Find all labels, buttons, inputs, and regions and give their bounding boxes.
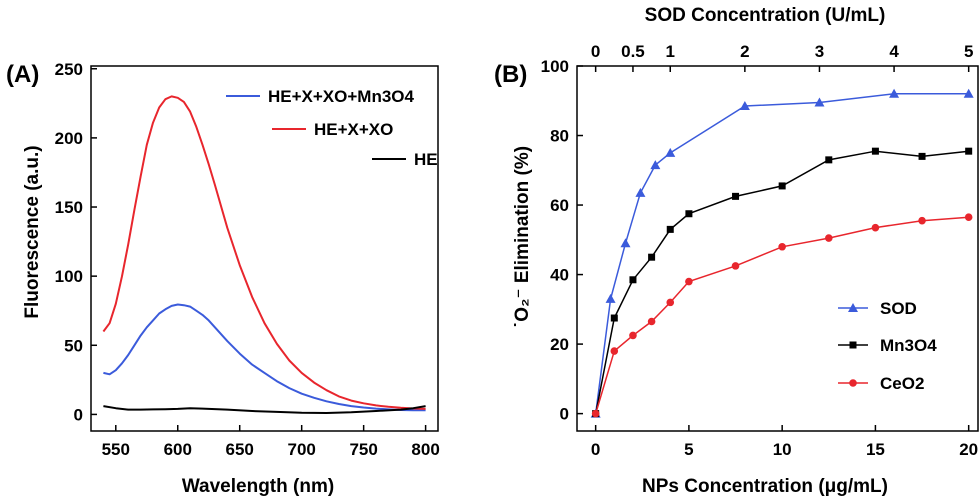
data-point-mn3o4 [918,152,926,160]
data-point-sod [605,293,616,303]
panel-a-y-tick-label: 200 [55,129,83,148]
legend-marker-sod [848,303,858,312]
legend-marker-ceo2 [849,379,857,387]
panel-b-top-tick-label: 0 [591,42,600,61]
data-point-mn3o4 [610,314,618,322]
data-point-ceo2 [778,242,786,251]
panel-a-series-lines [102,95,426,414]
panel-a-x-axis-title: Wavelength (nm) [182,476,334,497]
panel-a-legend: HE+X+XO+Mn3O4 HE+X+XO HE [226,87,438,169]
panel-b-ticks: 0 5 10 15 20 0 20 40 60 80 100 0 0.5 1 2 3 4 5 [541,42,979,459]
panel-b-legend: SOD Mn3O4 CeO2 [838,299,937,393]
panel-b-plot-frame [576,65,979,432]
panel-b-top-tick-label: 3 [815,42,824,61]
panel-a-y-axis-title: Fluorescence (a.u.) [22,145,43,318]
data-point-ceo2 [629,331,637,340]
data-point-mn3o4 [778,182,786,190]
panel-a-label: (A) [6,61,39,88]
series-line-he [103,405,426,414]
panel-a-x-tick-label: 800 [411,440,439,459]
panel-b-top-tick-label: 1 [666,42,675,61]
panel-a-y-tick-label: 50 [64,336,83,355]
data-point-ceo2 [731,262,740,270]
data-point-sod [814,97,825,107]
data-point-mn3o4 [648,253,656,261]
panel-a-y-tick-label: 250 [55,60,83,79]
data-point-mn3o4 [629,276,637,284]
data-point-ceo2 [918,216,926,225]
panel-b-y-tick-label: 80 [550,127,569,146]
panel-b-top-tick-label: 4 [889,42,899,61]
panel-b-x-tick-label: 10 [773,440,792,459]
panel-a-ticks: 550 600 650 700 750 800 0 50 100 150 200 250 [55,60,440,459]
panel-b: (B) ˙O₂⁻ Elimination (%) NPs Concentrati… [494,5,979,497]
panel-b-top-tick-label: 2 [740,42,749,61]
data-point-mn3o4 [685,210,693,218]
panel-b-markers [590,88,974,418]
data-point-sod [665,147,676,157]
data-point-ceo2 [871,223,880,232]
legend-label-he-x-xo: HE+X+XO [314,120,393,139]
panel-b-y-tick-label: 20 [550,335,569,354]
panel-a-y-tick-label: 100 [55,267,83,286]
data-point-sod [889,88,900,98]
panel-b-x-axis-title: NPs Concentration (μg/mL) [642,476,888,497]
data-point-mn3o4 [965,147,973,155]
panel-a: (A) Fluorescence (a.u.) Wavelength (nm) … [6,60,440,497]
data-point-sod [635,187,646,197]
data-point-sod [739,100,750,110]
legend-label-mn3o4: Mn3O4 [880,336,937,355]
panel-b-top-tick-label: 0.5 [621,42,645,61]
data-point-mn3o4 [666,225,674,233]
data-point-mn3o4 [732,192,740,200]
panel-b-y-tick-label: 100 [541,57,569,76]
panel-a-x-tick-label: 650 [226,440,254,459]
panel-b-y-tick-label: 40 [550,266,569,285]
panel-a-x-tick-label: 700 [287,440,315,459]
panel-b-top-axis-title: SOD Concentration (U/mL) [645,5,886,26]
panel-b-y-axis-title: ˙O₂⁻ Elimination (%) [512,146,533,328]
panel-b-top-tick-label: 5 [964,42,973,61]
data-point-mn3o4 [825,156,833,164]
data-point-ceo2 [591,409,600,418]
data-point-ceo2 [610,347,619,355]
series-line-mn3o4 [594,150,969,414]
legend-label-he-x-xo-mn3o4: HE+X+XO+Mn3O4 [268,87,415,106]
legend-label-sod: SOD [880,299,917,318]
legend-marker-mn3o4 [849,341,857,349]
legend-label-he-x-xo-mn3o4-main: HE+X+XO+Mn3O4 [268,87,415,106]
data-point-ceo2 [824,234,833,242]
legend-label-he: HE [414,150,438,169]
data-point-sod [620,238,631,248]
panel-b-label: (B) [494,61,527,88]
series-line-he-x-xo-mn3o4 [103,303,426,412]
data-point-sod [963,88,974,98]
series-line-he-x-xo [102,95,426,410]
data-point-ceo2 [666,298,675,307]
panel-a-x-tick-label: 600 [164,440,192,459]
data-point-sod [650,160,661,170]
data-point-ceo2 [685,277,693,286]
panel-b-series-lines [594,93,969,414]
series-line-ceo2 [594,216,969,414]
panel-a-plot-frame [90,65,439,432]
panel-b-x-tick-label: 20 [959,440,978,459]
panel-a-x-tick-label: 550 [102,440,130,459]
data-point-mn3o4 [871,147,879,155]
series-line-sod [594,93,969,414]
panel-a-y-tick-label: 150 [55,198,83,217]
panel-b-x-tick-label: 5 [684,440,693,459]
panel-a-y-tick-label: 0 [74,405,83,424]
panel-b-x-tick-label: 15 [866,440,885,459]
legend-label-ceo2: CeO2 [880,374,924,393]
panel-b-y-tick-label: 0 [560,405,569,424]
panel-a-x-tick-label: 750 [349,440,377,459]
panel-b-y-tick-label: 60 [550,196,569,215]
panel-b-x-tick-label: 0 [591,440,600,459]
data-point-ceo2 [964,213,973,222]
data-point-ceo2 [647,317,656,326]
